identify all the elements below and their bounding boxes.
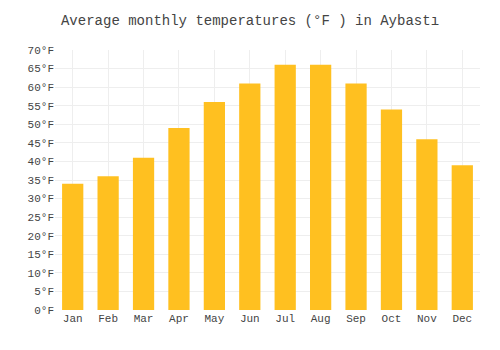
svg-text:60°F: 60°F: [28, 82, 54, 94]
svg-text:40°F: 40°F: [28, 156, 54, 168]
svg-text:55°F: 55°F: [28, 101, 54, 113]
svg-text:10°F: 10°F: [28, 268, 54, 280]
svg-text:Feb: Feb: [98, 313, 118, 325]
svg-text:5°F: 5°F: [34, 286, 54, 298]
svg-text:Jan: Jan: [63, 313, 83, 325]
svg-text:70°F: 70°F: [28, 45, 54, 57]
svg-text:35°F: 35°F: [28, 175, 54, 187]
svg-text:Dec: Dec: [452, 313, 472, 325]
svg-text:0°F: 0°F: [34, 305, 54, 317]
svg-text:Jun: Jun: [240, 313, 260, 325]
svg-text:Average monthly temperatures (: Average monthly temperatures (°F ) in Ay…: [61, 13, 439, 29]
svg-text:Aug: Aug: [311, 313, 331, 325]
svg-text:Oct: Oct: [382, 313, 402, 325]
svg-text:30°F: 30°F: [28, 193, 54, 205]
svg-text:65°F: 65°F: [28, 63, 54, 75]
svg-text:Nov: Nov: [417, 313, 437, 325]
svg-text:50°F: 50°F: [28, 119, 54, 131]
svg-text:Apr: Apr: [169, 313, 189, 325]
svg-text:25°F: 25°F: [28, 212, 54, 224]
svg-text:Jul: Jul: [275, 313, 295, 325]
svg-text:May: May: [204, 313, 224, 325]
svg-text:20°F: 20°F: [28, 231, 54, 243]
svg-text:45°F: 45°F: [28, 138, 54, 150]
svg-text:15°F: 15°F: [28, 249, 54, 261]
svg-text:Sep: Sep: [346, 313, 366, 325]
svg-text:Mar: Mar: [134, 313, 154, 325]
